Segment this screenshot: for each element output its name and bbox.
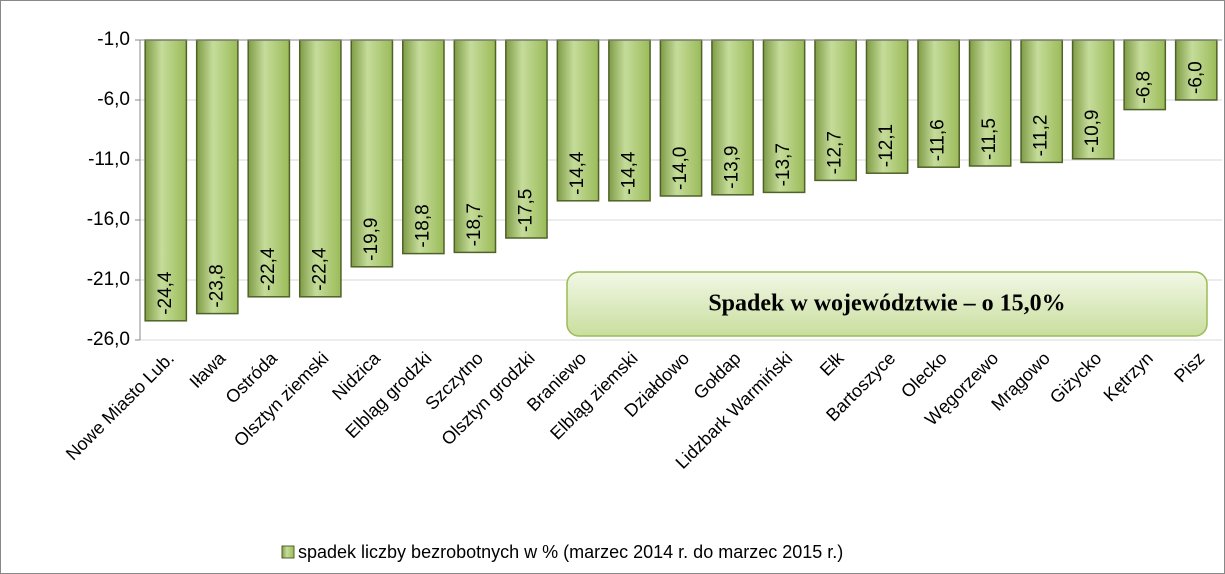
bar xyxy=(865,39,909,174)
bar xyxy=(1123,39,1167,111)
legend-swatch xyxy=(281,545,295,559)
value-label: -14,4 xyxy=(618,151,639,195)
value-label: -11,5 xyxy=(979,118,1000,160)
value-label: -24,4 xyxy=(155,271,176,315)
value-label: -19,9 xyxy=(361,217,382,260)
y-tick-label: -1,0 xyxy=(97,29,130,50)
value-label: -13,7 xyxy=(773,143,794,186)
value-label: -17,5 xyxy=(515,189,536,232)
y-tick-label: -26,0 xyxy=(87,329,130,350)
value-label: -12,1 xyxy=(876,124,897,167)
bar xyxy=(917,39,960,168)
y-tick-label: -16,0 xyxy=(87,209,130,230)
bar xyxy=(1071,39,1115,160)
y-tick-label: -21,0 xyxy=(87,269,130,290)
legend-label: spadek liczby bezrobotnych w % (marzec 2… xyxy=(298,542,843,562)
bar xyxy=(814,39,857,182)
bar xyxy=(298,39,342,298)
bar xyxy=(556,39,600,202)
value-label: -14,0 xyxy=(670,147,691,190)
value-label: -11,6 xyxy=(928,119,949,161)
bar xyxy=(608,39,651,202)
value-label: -18,8 xyxy=(412,204,433,247)
value-label: -6,0 xyxy=(1185,61,1206,94)
y-tick-label: -11,0 xyxy=(88,149,130,170)
value-label: -11,2 xyxy=(1031,114,1052,156)
value-label: -6,8 xyxy=(1134,71,1155,104)
bar xyxy=(659,39,703,197)
bar xyxy=(195,39,239,315)
annotation-box xyxy=(566,271,1208,337)
bar xyxy=(1020,39,1064,164)
bar xyxy=(711,39,754,196)
value-label: -14,4 xyxy=(567,151,588,195)
value-label: -23,8 xyxy=(206,264,227,307)
value-label: -22,4 xyxy=(258,247,279,291)
value-label: -22,4 xyxy=(309,247,330,291)
bar xyxy=(144,39,188,322)
bar xyxy=(762,39,806,194)
y-tick-label: -6,0 xyxy=(97,89,130,110)
bar xyxy=(247,39,291,298)
value-label: -12,7 xyxy=(825,131,846,174)
value-label: -13,9 xyxy=(722,145,743,188)
value-label: -18,7 xyxy=(464,203,485,246)
annotation: Spadek w województwie – o 15,0% xyxy=(708,291,1065,317)
bar xyxy=(1174,39,1218,101)
value-label: -10,9 xyxy=(1082,109,1103,152)
bar xyxy=(453,39,497,254)
bar xyxy=(402,39,445,255)
